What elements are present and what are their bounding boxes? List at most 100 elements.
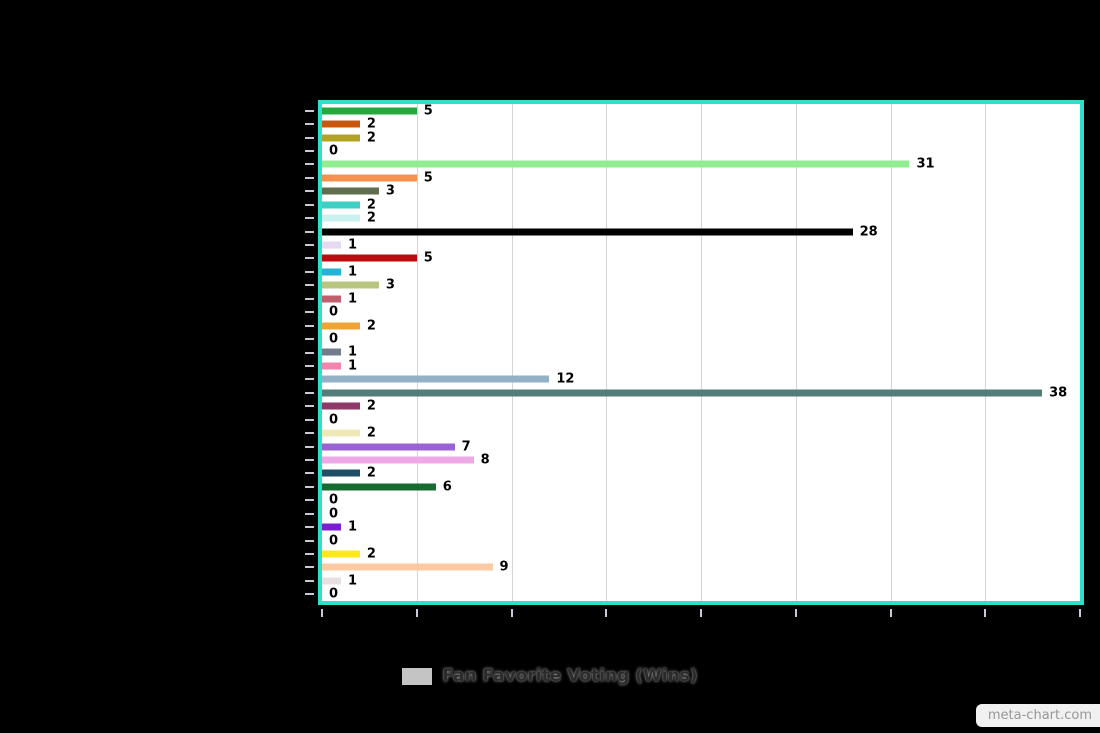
bar-row: 1 xyxy=(322,519,1080,535)
bar-row: 2 xyxy=(322,197,1080,213)
bar-row: 0 xyxy=(322,412,1080,428)
y-tick xyxy=(305,244,314,247)
bar xyxy=(322,563,493,571)
y-tick xyxy=(305,472,314,475)
y-tick xyxy=(305,297,314,300)
x-tick xyxy=(1079,609,1081,617)
x-tick xyxy=(794,609,797,617)
bar-value-label: 2 xyxy=(366,197,376,213)
bar-value-label: 1 xyxy=(347,519,357,535)
bar-row: 12 xyxy=(322,372,1080,387)
bar xyxy=(322,201,360,209)
gridline xyxy=(511,104,513,601)
y-tick xyxy=(305,499,314,502)
x-tick xyxy=(510,609,513,617)
bar-value-label: 1 xyxy=(347,291,357,307)
bar-row: 3 xyxy=(322,183,1080,199)
bar xyxy=(322,160,910,168)
y-tick xyxy=(305,378,314,381)
bar-row: 6 xyxy=(322,479,1080,495)
bar-row: 5 xyxy=(322,250,1080,266)
bar-row: 2 xyxy=(322,465,1080,481)
bar-value-label: 0 xyxy=(329,143,339,159)
gridline xyxy=(606,104,608,601)
x-tick xyxy=(889,609,892,617)
bar xyxy=(322,375,550,383)
bar-row: 0 xyxy=(322,332,1080,347)
gridline xyxy=(416,104,418,601)
bar-row: 5 xyxy=(322,103,1080,119)
bar-value-label: 2 xyxy=(366,425,376,441)
y-tick xyxy=(305,593,314,596)
gridline xyxy=(701,104,702,601)
bar-row: 28 xyxy=(322,224,1080,240)
bar xyxy=(322,443,455,450)
y-tick xyxy=(305,176,314,179)
x-tick xyxy=(984,609,987,617)
legend-label: Fan Favorite Voting (Wins) xyxy=(442,666,698,686)
plot-area: 5 2 2 0 31 5 3 2 2 28 1 5 1 3 1 0 2 0 1 1 12 38 2 0 2 7 8 2 6 0 0 1 0 2 9 1… xyxy=(318,100,1084,605)
bar-value-label: 5 xyxy=(423,250,433,266)
y-tick xyxy=(305,364,314,367)
bar xyxy=(322,348,341,356)
bar-value-label: 1 xyxy=(347,358,357,374)
y-tick xyxy=(305,418,314,421)
y-tick xyxy=(305,284,314,287)
y-tick xyxy=(305,552,314,555)
bar-value-label: 2 xyxy=(366,465,376,481)
y-tick xyxy=(305,163,314,166)
bar xyxy=(322,281,379,289)
bar xyxy=(322,228,853,236)
bar-value-label: 5 xyxy=(423,170,433,186)
y-tick xyxy=(305,526,314,529)
y-tick xyxy=(305,445,314,448)
bar xyxy=(322,322,360,330)
bar-row: 1 xyxy=(322,291,1080,307)
y-tick xyxy=(305,311,314,314)
x-tick xyxy=(605,609,608,617)
x-tick xyxy=(415,609,418,617)
bar xyxy=(322,187,379,195)
bar-value-label: 2 xyxy=(366,546,376,562)
x-tick xyxy=(700,609,702,617)
gridline xyxy=(985,104,987,601)
bar xyxy=(322,389,1043,397)
y-tick xyxy=(305,257,314,260)
bar-value-label: 0 xyxy=(329,412,339,428)
bar-value-label: 28 xyxy=(859,224,878,240)
y-tick xyxy=(305,123,314,126)
bar-value-label: 6 xyxy=(442,479,452,495)
y-tick xyxy=(305,566,314,569)
bar-value-label: 5 xyxy=(423,103,433,119)
bar-value-label: 0 xyxy=(329,586,339,602)
bar-row: 0 xyxy=(322,506,1080,522)
bar-value-label: 2 xyxy=(366,130,376,146)
y-tick xyxy=(305,458,314,461)
bar xyxy=(322,214,360,222)
bar-row: 7 xyxy=(322,439,1080,454)
bar xyxy=(322,483,436,491)
bar-value-label: 1 xyxy=(347,237,357,253)
y-tick xyxy=(305,405,314,408)
bar-value-label: 0 xyxy=(329,506,339,522)
bar-row: 1 xyxy=(322,345,1080,360)
bar-value-label: 8 xyxy=(480,452,490,468)
bar-row: 1 xyxy=(322,573,1080,589)
bar-row: 0 xyxy=(322,533,1080,548)
bar-row: 1 xyxy=(322,264,1080,279)
y-tick xyxy=(305,217,314,220)
bar-value-label: 38 xyxy=(1049,385,1068,401)
bar-value-label: 3 xyxy=(385,183,395,199)
bar xyxy=(322,402,360,410)
y-tick xyxy=(305,324,314,327)
bar xyxy=(322,550,360,558)
bar-value-label: 2 xyxy=(366,398,376,414)
bar-row: 0 xyxy=(322,493,1080,508)
bar xyxy=(322,134,360,142)
y-tick xyxy=(305,539,314,542)
bar-value-label: 1 xyxy=(347,573,357,589)
bar-row: 0 xyxy=(322,305,1080,320)
y-tick xyxy=(305,190,314,193)
gridline xyxy=(890,104,892,601)
